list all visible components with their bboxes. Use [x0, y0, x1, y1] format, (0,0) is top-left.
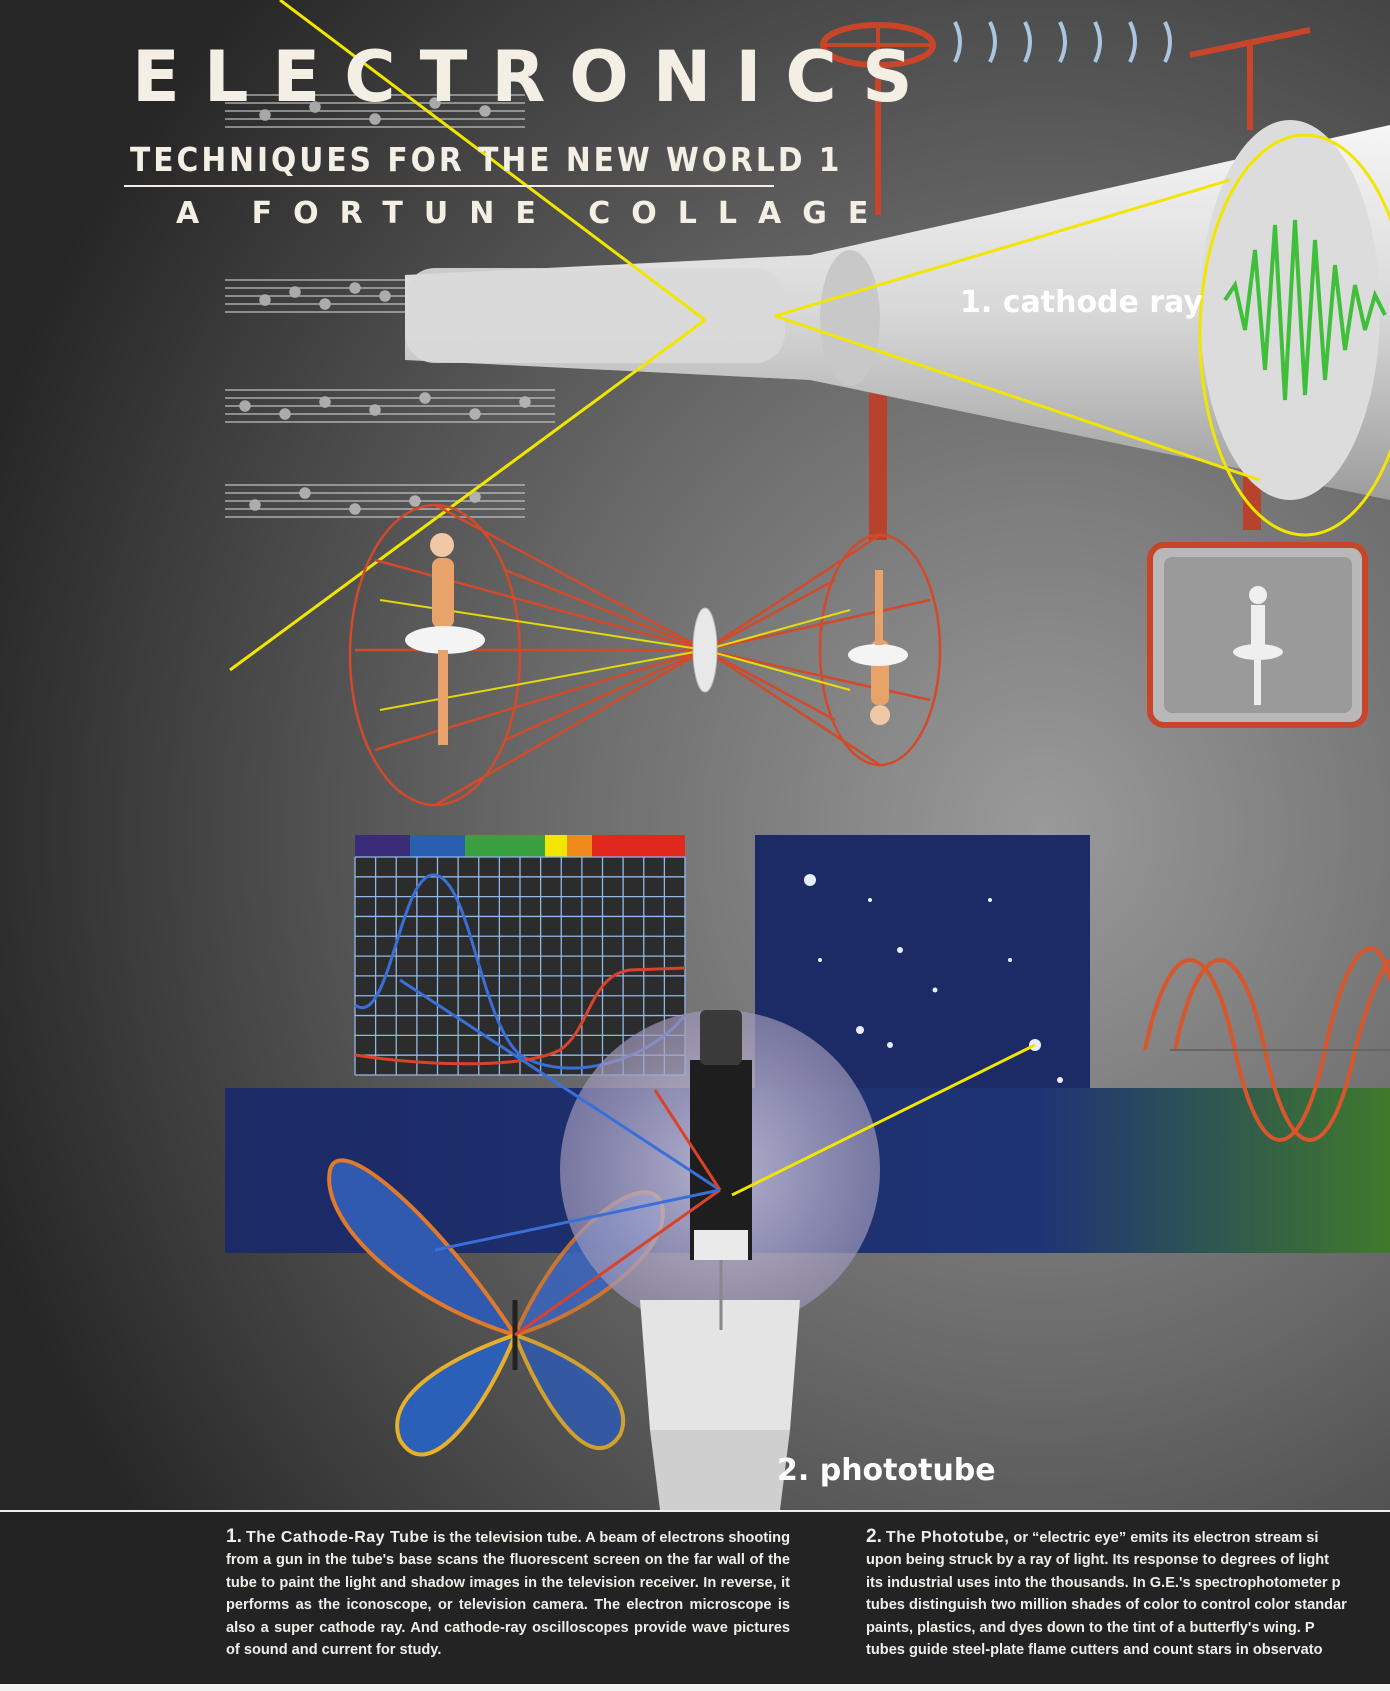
caption-text: or “electric eye” emits its electron str… — [1009, 1530, 1319, 1546]
collage-artwork — [0, 0, 1390, 1510]
caption-heading: The Cathode-Ray Tube — [245, 1529, 430, 1546]
television-set-icon — [1147, 542, 1368, 728]
lens-projection — [348, 503, 942, 807]
tv-aerial-icon — [1189, 27, 1311, 130]
caption-body: is the television tube. A beam of electr… — [226, 1530, 790, 1659]
title-rule — [124, 185, 774, 187]
antenna-icon — [820, 22, 936, 215]
caption-number: 2. — [866, 1526, 882, 1547]
caption-cathode-ray: 1. The Cathode-Ray Tube is the televisio… — [226, 1526, 790, 1661]
graph-grid — [354, 856, 686, 1076]
caption-number: 1. — [226, 1526, 242, 1547]
lens-icon — [692, 607, 718, 693]
caption-line: upon being struck by a ray of light. Its… — [866, 1552, 1330, 1569]
phototube-label: 2. phototube — [777, 1453, 996, 1488]
caption-line: 2. The Phototube, or “electric eye” emit… — [866, 1526, 1390, 1549]
caption-line: paints, plastics, and dyes down to the t… — [866, 1619, 1315, 1636]
page-title: ELECTRONICS — [132, 36, 937, 118]
caption-heading: The Phototube, — [885, 1529, 1010, 1546]
caption-line: its industrial uses into the thousands. … — [866, 1574, 1341, 1591]
caption-phototube: 2. The Phototube, or “electric eye” emit… — [866, 1526, 1390, 1661]
electron-beam — [229, 0, 1390, 672]
support-pole — [869, 380, 887, 540]
screen-waveform — [1223, 219, 1387, 401]
radio-waves — [953, 21, 1172, 63]
caption-line: tubes distinguish two million shades of … — [866, 1597, 1347, 1614]
light-rays — [399, 978, 1036, 1337]
ballerina-figure — [405, 533, 485, 745]
sine-waves — [1143, 946, 1390, 1142]
caption-band: 1. The Cathode-Ray Tube is the televisio… — [0, 1510, 1390, 1684]
ballerina-inverted — [848, 570, 908, 725]
collage-credit: A FORTUNE COLLAGE — [176, 196, 890, 231]
cathode-ray-label: 1. cathode ray — [960, 285, 1203, 320]
caption-line: tubes guide steel-plate flame cutters an… — [866, 1642, 1323, 1659]
red-curve — [354, 966, 686, 1066]
page-subtitle: TECHNIQUES FOR THE NEW WORLD 1 — [130, 140, 843, 179]
music-staves — [225, 94, 555, 518]
phototube-bulb — [560, 1010, 880, 1510]
